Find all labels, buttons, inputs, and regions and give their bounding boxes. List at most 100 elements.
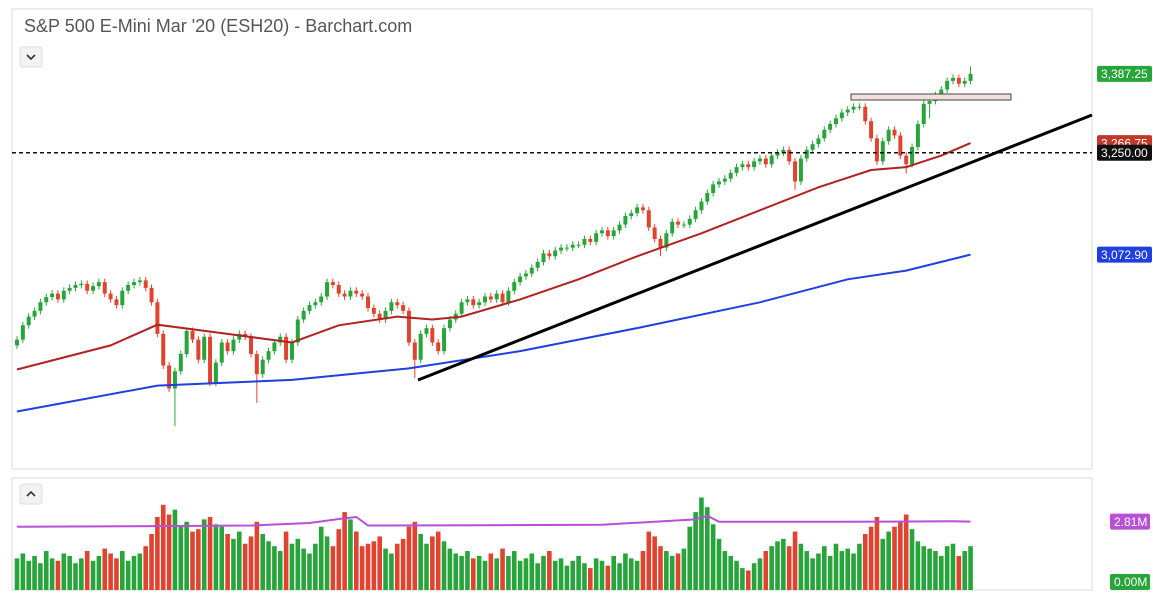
volume-bar bbox=[623, 553, 628, 590]
volume-bar bbox=[231, 538, 236, 590]
volume-bar bbox=[751, 563, 757, 590]
volume-bar bbox=[617, 563, 622, 590]
candle-body bbox=[910, 147, 915, 165]
volume-bar bbox=[722, 551, 728, 590]
candle-body bbox=[459, 302, 464, 314]
volume-bar bbox=[939, 555, 944, 590]
volume-bar bbox=[593, 558, 599, 590]
volume-bar bbox=[125, 560, 131, 590]
volume-bar bbox=[687, 526, 693, 590]
candle-body bbox=[442, 328, 447, 352]
candle-body bbox=[757, 158, 762, 162]
volume-bar bbox=[740, 568, 745, 590]
candle-body bbox=[184, 331, 189, 354]
volume-bar bbox=[131, 555, 137, 590]
chart-title: S&P 500 E-Mini Mar '20 (ESH20) - Barchar… bbox=[24, 16, 412, 36]
candle-body bbox=[816, 138, 821, 145]
volume-bar bbox=[535, 563, 540, 590]
volume-bar bbox=[453, 553, 459, 590]
volume-bar bbox=[611, 555, 616, 590]
candle-body bbox=[962, 80, 967, 84]
candle-body bbox=[570, 244, 575, 248]
volume-bar bbox=[880, 538, 886, 590]
candle-body bbox=[172, 371, 177, 389]
volume-bar bbox=[96, 555, 102, 590]
candle-body bbox=[447, 319, 452, 329]
candle-body bbox=[114, 299, 119, 306]
marks bbox=[12, 66, 1092, 590]
candle-body bbox=[348, 290, 353, 297]
volume-bar bbox=[728, 555, 733, 590]
expand-button[interactable] bbox=[19, 483, 43, 505]
volume-bar bbox=[283, 531, 289, 590]
volume-bar bbox=[892, 526, 897, 590]
volume-bar bbox=[786, 546, 792, 590]
volume-bar bbox=[365, 543, 371, 590]
volume-bar bbox=[500, 548, 505, 590]
volume-bar bbox=[342, 512, 347, 590]
candle-body bbox=[646, 210, 651, 228]
volume-badge bbox=[1110, 574, 1150, 590]
volume-bar bbox=[190, 531, 195, 590]
volume-bar bbox=[49, 558, 55, 590]
candle-body bbox=[266, 351, 271, 360]
volume-panel bbox=[11, 477, 1093, 591]
volume-bar bbox=[20, 553, 26, 590]
volume-bar bbox=[827, 555, 833, 590]
volume-bar bbox=[318, 526, 324, 590]
candle-body bbox=[406, 310, 411, 343]
volume-bar bbox=[488, 553, 494, 590]
candle-body bbox=[289, 342, 294, 360]
volume-bar bbox=[962, 551, 967, 590]
candle-body bbox=[132, 282, 136, 285]
candle-body bbox=[547, 253, 552, 257]
collapse-button[interactable] bbox=[19, 46, 43, 68]
volume-badge-label: 2.81M bbox=[1114, 515, 1147, 529]
candle-body bbox=[354, 290, 359, 294]
volume-bar bbox=[424, 543, 429, 590]
candle-body bbox=[734, 167, 739, 173]
volume-bar bbox=[172, 509, 178, 590]
volume-bar bbox=[693, 512, 698, 590]
candle-body bbox=[670, 221, 675, 234]
candle-body bbox=[213, 362, 218, 383]
volume-bar bbox=[102, 548, 108, 590]
volume-bar bbox=[400, 538, 406, 590]
candle-body bbox=[939, 89, 944, 96]
volume-bar bbox=[564, 565, 570, 590]
candle-body bbox=[167, 365, 172, 389]
candle-body bbox=[705, 193, 710, 202]
candle-body bbox=[664, 233, 669, 248]
volume-bar bbox=[242, 543, 248, 590]
candle-body bbox=[301, 310, 306, 320]
candle-body bbox=[190, 331, 195, 340]
volume-bar bbox=[447, 548, 453, 590]
volume-bar bbox=[166, 514, 172, 590]
moving-average bbox=[16, 142, 971, 371]
candle-body bbox=[91, 286, 96, 291]
candle-body bbox=[746, 164, 751, 168]
volume-bar bbox=[640, 551, 646, 590]
candle-body bbox=[249, 336, 253, 354]
candle-body bbox=[50, 293, 55, 298]
volume-bar bbox=[658, 546, 663, 590]
volume-bar bbox=[588, 568, 593, 590]
volume-bar bbox=[248, 536, 254, 590]
candle-body bbox=[874, 138, 879, 162]
candle-body bbox=[260, 359, 265, 375]
candle-body bbox=[915, 124, 920, 147]
candle-body bbox=[869, 121, 874, 139]
volume-bar bbox=[529, 553, 535, 590]
candle-body bbox=[79, 283, 84, 285]
volume-bar bbox=[383, 548, 388, 590]
candle-body bbox=[523, 273, 528, 277]
candle-body bbox=[681, 224, 686, 226]
candle-body bbox=[886, 129, 891, 142]
candle-body bbox=[465, 299, 470, 303]
volume-bar bbox=[582, 563, 587, 590]
volume-bar bbox=[371, 541, 377, 590]
volume-bar bbox=[517, 560, 523, 590]
candle-body bbox=[219, 342, 224, 363]
candle-body bbox=[588, 239, 593, 242]
candle-body bbox=[237, 333, 242, 340]
